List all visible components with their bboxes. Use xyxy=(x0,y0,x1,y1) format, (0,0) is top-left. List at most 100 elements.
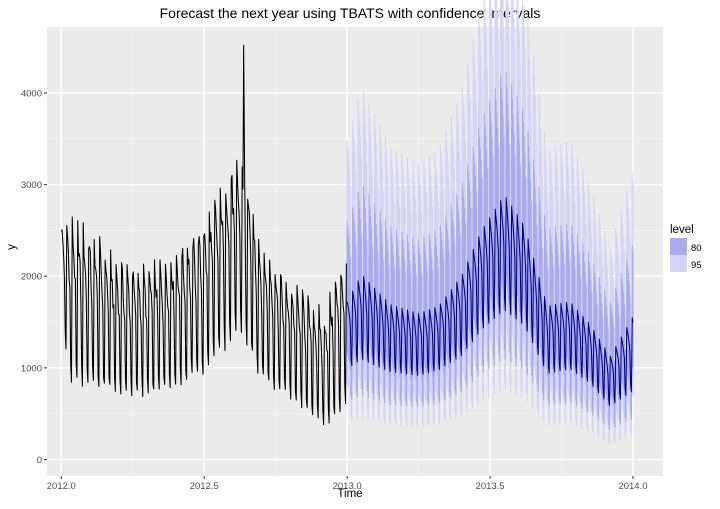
x-axis-label: Time xyxy=(337,488,362,500)
band-80-segment xyxy=(601,303,603,395)
band-80-segment xyxy=(606,315,608,401)
band-80-segment xyxy=(453,229,455,357)
legend: level 80 95 xyxy=(670,224,702,272)
band-80-segment xyxy=(451,212,453,348)
band-80-segment xyxy=(604,297,607,392)
band-80-segment xyxy=(453,243,456,364)
band-80-segment xyxy=(349,256,351,371)
band-80-segment xyxy=(420,275,423,380)
band-80-segment xyxy=(565,223,568,354)
band-80-segment xyxy=(384,219,387,352)
band-80-segment xyxy=(568,249,570,367)
y-tick-label: 2000 xyxy=(21,272,42,283)
band-80-segment xyxy=(588,260,590,373)
band-80-segment xyxy=(425,260,427,373)
band-80-segment xyxy=(486,168,488,326)
band-80-segment xyxy=(568,262,571,374)
band-80-segment xyxy=(467,172,470,328)
band-80-segment xyxy=(489,111,492,297)
band-80-segment xyxy=(600,293,602,390)
band-80-segment xyxy=(467,164,469,324)
band-80-segment xyxy=(632,252,634,369)
observed-series-line xyxy=(60,44,347,426)
band-80-segment xyxy=(497,147,499,315)
band-80-segment xyxy=(408,250,410,368)
band-80-segment xyxy=(529,162,531,322)
band-80-segment xyxy=(552,267,554,376)
band-80-segment xyxy=(459,235,461,360)
band-80-segment xyxy=(365,222,367,353)
band-80-segment xyxy=(525,177,527,331)
band-80-segment xyxy=(447,238,449,362)
band-80-segment xyxy=(426,272,428,379)
band-80-segment xyxy=(390,226,392,356)
band-80-segment xyxy=(456,202,459,343)
band-80-segment xyxy=(618,315,620,401)
band-80-segment xyxy=(523,136,525,310)
band-80-segment xyxy=(464,207,466,346)
band-80-segment xyxy=(423,236,425,361)
band-80-segment xyxy=(418,246,420,366)
band-80-segment xyxy=(461,182,463,333)
band-80-segment xyxy=(621,279,623,382)
y-tick-label: 3000 xyxy=(21,180,42,191)
band-80-segment xyxy=(572,234,574,360)
band-80-segment xyxy=(617,304,619,395)
band-80-segment xyxy=(481,178,483,331)
band-80-segment xyxy=(629,294,631,390)
band-80-segment xyxy=(445,215,447,350)
band-80-segment xyxy=(442,260,445,372)
band-80-segment xyxy=(585,284,587,385)
band-80-segment xyxy=(374,213,376,349)
band-80-segment xyxy=(508,145,510,314)
band-80-segment xyxy=(446,229,448,357)
band-80-segment xyxy=(366,239,368,362)
band-80-segment xyxy=(392,254,394,370)
band-80-segment xyxy=(391,235,393,360)
band-80-segment xyxy=(579,277,582,381)
band-80-segment xyxy=(379,211,381,348)
band-80-segment xyxy=(512,114,514,298)
band-80-segment xyxy=(352,207,354,346)
band-80-segment xyxy=(375,223,377,354)
legend-swatch-95 xyxy=(670,255,687,272)
band-80-segment xyxy=(535,204,537,344)
band-80-segment xyxy=(519,164,521,324)
band-80-segment xyxy=(492,157,494,320)
band-80-segment xyxy=(469,191,471,338)
band-80-segment xyxy=(495,99,497,291)
band-80-segment xyxy=(563,264,565,375)
series-lines xyxy=(60,44,634,426)
band-80-segment xyxy=(590,293,593,390)
band-80-segment xyxy=(448,251,450,368)
band-80-segment xyxy=(348,243,351,364)
band-80-segment xyxy=(484,123,486,303)
band-80-segment xyxy=(458,220,460,353)
band-80-segment xyxy=(551,254,553,370)
band-80-segment xyxy=(395,229,398,357)
band-80-segment xyxy=(533,173,535,328)
band-80-segment xyxy=(362,186,365,335)
band-80-segment xyxy=(429,241,431,363)
band-80-segment xyxy=(406,234,409,359)
band-80-segment xyxy=(607,327,609,407)
band-80-segment xyxy=(628,281,630,384)
band-80-segment xyxy=(415,275,417,381)
band-80-segment xyxy=(524,154,526,319)
x-tick-label: 2014.0 xyxy=(618,481,647,492)
band-80-segment xyxy=(573,255,575,370)
band-80-segment xyxy=(376,236,378,360)
band-80-segment xyxy=(462,189,464,337)
band-80-segment xyxy=(561,232,563,359)
band-80-segment xyxy=(414,262,416,374)
band-80-segment xyxy=(348,235,350,360)
band-80-segment xyxy=(623,304,625,395)
band-80-segment xyxy=(407,242,409,364)
band-80-segment xyxy=(381,243,383,364)
band-80-segment xyxy=(480,159,482,321)
band-80-segment xyxy=(589,269,591,377)
band-80-segment xyxy=(354,231,356,358)
band-80-segment xyxy=(598,276,600,381)
band-80-segment xyxy=(490,123,492,303)
